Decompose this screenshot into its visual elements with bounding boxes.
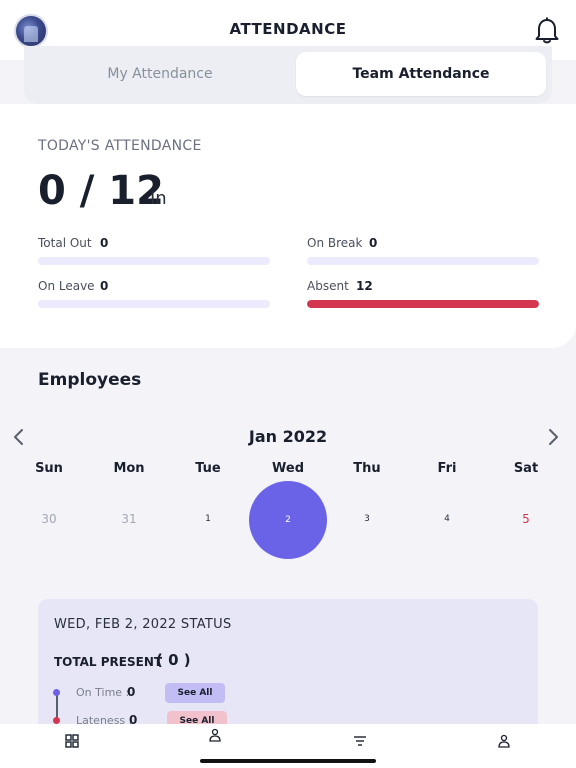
tab-team-attendance[interactable]: Team Attendance: [296, 52, 546, 96]
weekday-sat: Sat: [496, 461, 556, 476]
daily-status-card: WED, FEB 2, 2022 STATUS TOTAL PRESENT ( …: [38, 599, 538, 739]
total-present-value: ( 0 ): [156, 651, 191, 669]
home-indicator: [200, 759, 376, 763]
on-break-value: 0: [369, 236, 377, 250]
on-break-label: On Break: [307, 236, 362, 250]
weekday-tue: Tue: [178, 461, 238, 476]
absent-bar-fill: [307, 300, 539, 308]
on-break-bar: [307, 257, 539, 265]
calendar-day[interactable]: 5: [496, 494, 556, 544]
todays-attendance-card: TODAY'S ATTENDANCE 0 / 12 In Total Out 0…: [0, 104, 576, 348]
weekday-thu: Thu: [337, 461, 397, 476]
lateness-dot: [53, 717, 60, 724]
timeline-line: [56, 692, 58, 720]
calendar-day-selected[interactable]: 2: [249, 481, 327, 559]
attendance-segmented-control: My Attendance Team Attendance: [24, 46, 552, 104]
weekday-fri: Fri: [417, 461, 477, 476]
weekday-sun: Sun: [19, 461, 79, 476]
calendar-day[interactable]: 3: [337, 494, 397, 544]
calendar-day[interactable]: 1: [178, 494, 238, 544]
on-time-dot: [53, 689, 60, 696]
on-time-label: On Time :: [76, 686, 129, 699]
calendar-month: Jan 2022: [0, 427, 576, 446]
attendance-count-suffix: In: [150, 188, 167, 209]
absent-label: Absent: [307, 279, 349, 293]
status-date-title: WED, FEB 2, 2022 STATUS: [54, 617, 232, 632]
total-out-value: 0: [100, 236, 108, 250]
page-title: ATTENDANCE: [0, 20, 576, 38]
employees-heading: Employees: [38, 370, 141, 390]
dashboard-icon[interactable]: [65, 734, 79, 748]
calendar-day[interactable]: 30: [19, 494, 79, 544]
calendar-day[interactable]: 4: [417, 494, 477, 544]
filter-icon[interactable]: [353, 734, 367, 748]
profile-icon[interactable]: [497, 734, 511, 748]
total-present-label: TOTAL PRESENT: [54, 655, 162, 669]
weekday-mon: Mon: [99, 461, 159, 476]
total-out-bar: [38, 257, 270, 265]
on-leave-bar: [38, 300, 270, 308]
absent-value: 12: [356, 279, 373, 293]
on-time-value: 0: [127, 685, 135, 699]
on-leave-value: 0: [100, 279, 108, 293]
total-out-label: Total Out: [38, 236, 92, 250]
attendance-icon[interactable]: [208, 728, 222, 742]
bell-icon[interactable]: [534, 17, 560, 45]
on-leave-label: On Leave: [38, 279, 95, 293]
chevron-right-icon[interactable]: [546, 428, 560, 446]
absent-bar: [307, 300, 539, 308]
todays-attendance-label: TODAY'S ATTENDANCE: [38, 138, 202, 154]
calendar-day[interactable]: 31: [99, 494, 159, 544]
weekday-wed: Wed: [258, 461, 318, 476]
on-time-see-all-button[interactable]: See All: [165, 683, 225, 703]
attendance-count: 0 / 12: [38, 168, 164, 214]
tab-my-attendance[interactable]: My Attendance: [30, 52, 290, 96]
